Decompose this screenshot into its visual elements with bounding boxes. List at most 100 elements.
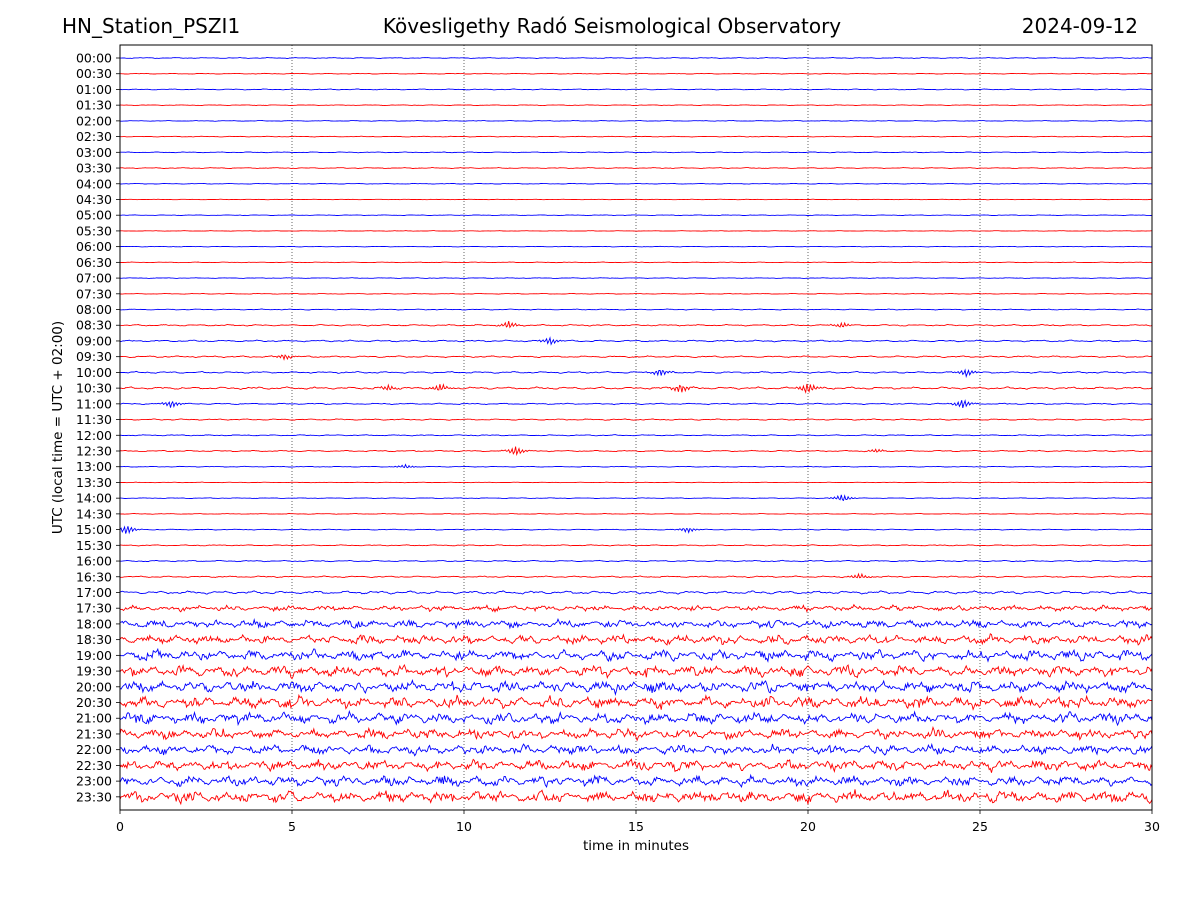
trace-1400 bbox=[120, 494, 1152, 502]
trace-2200 bbox=[119, 742, 1153, 757]
seismogram-traces bbox=[119, 57, 1153, 806]
y-tick-label: 19:00 bbox=[76, 648, 112, 663]
y-tick-label: 03:00 bbox=[76, 145, 112, 160]
trace-2130 bbox=[119, 725, 1153, 742]
trace-0400 bbox=[119, 182, 1153, 185]
y-tick-label: 11:30 bbox=[76, 412, 112, 427]
y-tick-label: 13:30 bbox=[76, 475, 112, 490]
trace-1500 bbox=[119, 525, 1152, 535]
y-tick-label: 15:30 bbox=[76, 538, 112, 553]
trace-0630 bbox=[119, 261, 1153, 264]
y-tick-label: 20:30 bbox=[76, 695, 112, 710]
y-tick-label: 18:00 bbox=[76, 616, 112, 631]
trace-1730 bbox=[119, 603, 1153, 613]
x-axis-label: time in minutes bbox=[583, 838, 689, 854]
trace-1330 bbox=[119, 481, 1152, 484]
trace-1130 bbox=[119, 418, 1153, 421]
trace-1200 bbox=[119, 434, 1153, 437]
y-tick-label: 11:00 bbox=[76, 396, 112, 411]
y-tick-label: 21:30 bbox=[76, 726, 112, 741]
x-tick-label: 10 bbox=[456, 819, 472, 834]
trace-0900 bbox=[119, 336, 1153, 346]
observatory-title: Kövesligethy Radó Seismological Observat… bbox=[382, 14, 842, 38]
trace-0730 bbox=[120, 292, 1153, 295]
trace-0530 bbox=[120, 230, 1152, 232]
y-tick-label: 00:00 bbox=[76, 51, 112, 66]
y-tick-label: 02:00 bbox=[76, 113, 112, 128]
y-tick-label: 10:00 bbox=[76, 365, 112, 380]
y-tick-label: 06:30 bbox=[76, 255, 112, 270]
y-tick-label: 15:00 bbox=[76, 522, 112, 537]
y-tick-label: 12:30 bbox=[76, 444, 112, 459]
y-tick-label: 23:00 bbox=[76, 774, 112, 789]
y-tick-label: 17:30 bbox=[76, 601, 112, 616]
y-tick-label: 09:30 bbox=[76, 349, 112, 364]
trace-0830 bbox=[119, 320, 1153, 329]
y-tick-label: 22:30 bbox=[76, 758, 112, 773]
trace-1930 bbox=[119, 663, 1153, 680]
y-tick-label: 05:00 bbox=[76, 208, 112, 223]
y-tick-label: 01:30 bbox=[76, 98, 112, 113]
trace-2230 bbox=[119, 758, 1153, 774]
trace-1000 bbox=[119, 368, 1153, 379]
trace-1830 bbox=[119, 633, 1153, 646]
trace-2100 bbox=[119, 709, 1153, 727]
y-tick-label: 07:30 bbox=[76, 286, 112, 301]
trace-1630 bbox=[119, 572, 1153, 579]
y-tick-label: 06:00 bbox=[76, 239, 112, 254]
y-tick-label: 08:30 bbox=[76, 318, 112, 333]
y-tick-label: 00:30 bbox=[76, 66, 112, 81]
y-axis-label: UTC (local time = UTC + 02:00) bbox=[50, 321, 66, 534]
trace-1800 bbox=[119, 617, 1153, 630]
trace-0100 bbox=[119, 88, 1153, 91]
x-axis-ticks: 0 5 10 15 20 25 30 bbox=[116, 810, 1160, 834]
trace-1900 bbox=[119, 647, 1153, 663]
x-tick-label: 30 bbox=[1144, 819, 1160, 834]
y-tick-label: 14:00 bbox=[76, 491, 112, 506]
y-tick-label: 08:00 bbox=[76, 302, 112, 317]
y-tick-label: 04:30 bbox=[76, 192, 112, 207]
trace-0700 bbox=[119, 277, 1152, 279]
trace-0930 bbox=[119, 354, 1153, 361]
y-tick-label: 12:00 bbox=[76, 428, 112, 443]
record-date: 2024-09-12 bbox=[1021, 14, 1138, 38]
trace-0030 bbox=[120, 72, 1152, 75]
gridlines bbox=[291, 45, 981, 810]
trace-2030 bbox=[119, 693, 1153, 711]
trace-0500 bbox=[119, 214, 1153, 217]
x-tick-label: 5 bbox=[288, 819, 296, 834]
y-tick-label: 18:30 bbox=[76, 632, 112, 647]
y-tick-label: 09:00 bbox=[76, 333, 112, 348]
trace-1430 bbox=[119, 513, 1153, 515]
y-tick-label: 22:00 bbox=[76, 742, 112, 757]
trace-0300 bbox=[120, 151, 1153, 154]
y-tick-label: 13:00 bbox=[76, 459, 112, 474]
y-tick-label: 19:30 bbox=[76, 664, 112, 679]
trace-1030 bbox=[119, 383, 1153, 394]
y-tick-label: 01:00 bbox=[76, 82, 112, 97]
trace-0330 bbox=[120, 167, 1153, 170]
x-tick-label: 0 bbox=[116, 819, 124, 834]
y-tick-label: 16:30 bbox=[76, 569, 112, 584]
trace-1230 bbox=[119, 446, 1152, 457]
y-tick-label: 20:00 bbox=[76, 679, 112, 694]
trace-1600 bbox=[119, 559, 1153, 563]
y-tick-label: 21:00 bbox=[76, 711, 112, 726]
y-tick-label: 07:00 bbox=[76, 271, 112, 286]
trace-2300 bbox=[119, 773, 1153, 789]
y-tick-label: 17:00 bbox=[76, 585, 112, 600]
y-tick-label: 03:30 bbox=[76, 161, 112, 176]
x-tick-label: 25 bbox=[972, 819, 988, 834]
station-name: HN_Station_PSZI1 bbox=[62, 14, 241, 38]
trace-1530 bbox=[119, 544, 1153, 547]
trace-1300 bbox=[119, 463, 1152, 469]
trace-0130 bbox=[119, 104, 1153, 107]
y-tick-label: 04:00 bbox=[76, 176, 112, 191]
trace-1700 bbox=[119, 590, 1153, 595]
x-tick-label: 20 bbox=[800, 819, 816, 834]
trace-0600 bbox=[119, 245, 1153, 248]
trace-0230 bbox=[120, 135, 1152, 138]
trace-0000 bbox=[120, 57, 1153, 59]
trace-1100 bbox=[119, 399, 1152, 409]
